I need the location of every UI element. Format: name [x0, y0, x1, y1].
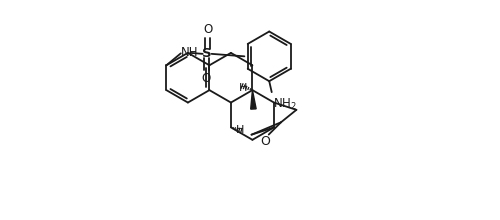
Text: O: O	[260, 134, 270, 148]
Text: S: S	[202, 47, 212, 60]
Text: NH: NH	[182, 46, 199, 59]
Text: O: O	[204, 23, 212, 36]
Text: H: H	[236, 125, 244, 135]
Text: H: H	[240, 83, 248, 93]
Polygon shape	[250, 90, 256, 109]
Text: O: O	[202, 72, 211, 85]
Text: NH$_2$: NH$_2$	[273, 97, 297, 112]
